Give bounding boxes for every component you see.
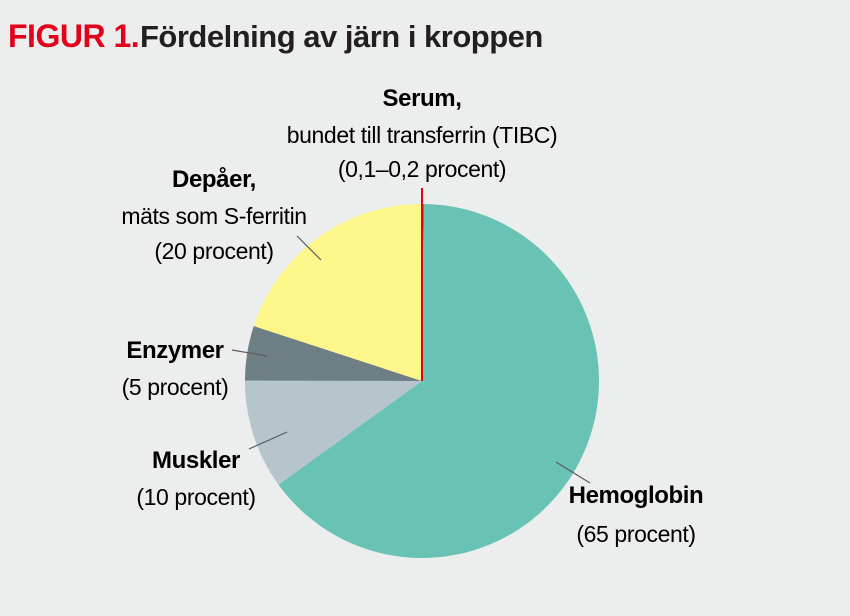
label-enzymer-value: (5 procent) xyxy=(122,374,229,400)
label-depaer-name: Depåer, xyxy=(172,166,256,193)
pie-slice-enzymer xyxy=(245,325,422,381)
leader-lines xyxy=(231,235,591,484)
label-serum-description: bundet till transferrin (TIBC) xyxy=(287,122,557,148)
leader-line-hemoglobin xyxy=(555,461,591,484)
label-depaer-value: (20 procent) xyxy=(154,238,273,264)
label-muskler-name: Muskler xyxy=(152,447,240,474)
pie-slice-hemoglobin xyxy=(278,204,599,559)
figure-label: FIGUR 1. xyxy=(8,18,139,54)
label-hemoglobin-name: Hemoglobin xyxy=(569,482,704,509)
label-serum-name: Serum, xyxy=(383,85,462,112)
pie-slices xyxy=(244,188,599,559)
label-depaer-description: mäts som S-ferritin xyxy=(121,203,306,229)
pie-slice-depaer xyxy=(253,204,422,381)
leader-line-enzymer xyxy=(231,349,268,357)
label-muskler-value: (10 procent) xyxy=(136,484,255,510)
chart-title: Fördelning av järn i kroppen xyxy=(140,19,543,54)
label-enzymer-name: Enzymer xyxy=(126,337,223,364)
leader-line-depaer xyxy=(296,235,322,261)
leader-line-muskler xyxy=(248,431,288,450)
label-hemoglobin-value: (65 procent) xyxy=(576,521,695,547)
pie-slice-muskler xyxy=(244,380,422,485)
label-serum-value: (0,1–0,2 procent) xyxy=(338,156,506,182)
